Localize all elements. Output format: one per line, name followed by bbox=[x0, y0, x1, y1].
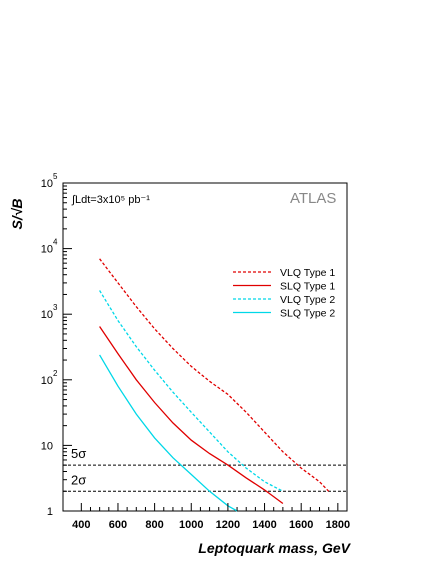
legend-label: VLQ Type 2 bbox=[280, 294, 335, 306]
x-tick-label: 600 bbox=[109, 519, 127, 531]
series-line bbox=[99, 290, 284, 492]
x-tick-label: 400 bbox=[72, 519, 90, 531]
x-axis-ticks: 400 600 800 1000 1200 1400 1600 1800 bbox=[72, 503, 350, 531]
plot-frame bbox=[62, 182, 348, 512]
y-tick-exponent: 4 bbox=[53, 238, 58, 247]
x-tick-label: 1200 bbox=[216, 519, 240, 531]
plot-area: 5σ 2σ 400 600 800 1000 1200 1400 1600 1800 1 10 10… bbox=[41, 172, 350, 531]
legend-label: SLQ Type 2 bbox=[280, 308, 335, 320]
y-tick-label: 10 bbox=[41, 440, 53, 452]
series-line bbox=[99, 258, 330, 492]
y-tick-label: 10 bbox=[41, 178, 53, 190]
x-tick-label: 1600 bbox=[289, 519, 313, 531]
threshold-label: 2σ bbox=[71, 472, 86, 487]
x-axis-label: Leptoquark mass, GeV bbox=[198, 540, 351, 556]
y-tick-label: 10 bbox=[41, 375, 53, 387]
legend-label: SLQ Type 1 bbox=[280, 281, 335, 293]
threshold-lines: 5σ 2σ bbox=[63, 446, 347, 492]
series-lines bbox=[99, 258, 330, 512]
y-tick-exponent: 2 bbox=[53, 369, 58, 378]
series-line bbox=[99, 354, 238, 512]
y-tick-exponent: 3 bbox=[53, 303, 58, 312]
series-line bbox=[99, 326, 284, 505]
y-tick-label: 10 bbox=[41, 309, 53, 321]
x-tick-label: 800 bbox=[145, 519, 163, 531]
legend-label: VLQ Type 1 bbox=[280, 267, 335, 279]
y-tick-label: 10 bbox=[41, 244, 53, 256]
atlas-label: ATLAS bbox=[290, 190, 336, 207]
threshold-label: 5σ bbox=[71, 446, 86, 461]
luminosity-annotation: ∫Ldt=3x10⁵ pb⁻¹ bbox=[71, 194, 150, 206]
x-tick-label: 1000 bbox=[179, 519, 203, 531]
y-tick-exponent: 5 bbox=[53, 172, 58, 181]
y-axis-label: S/√B bbox=[9, 198, 25, 229]
y-tick-label: 1 bbox=[47, 506, 53, 518]
x-tick-label: 1800 bbox=[326, 519, 350, 531]
x-tick-label: 1400 bbox=[252, 519, 276, 531]
